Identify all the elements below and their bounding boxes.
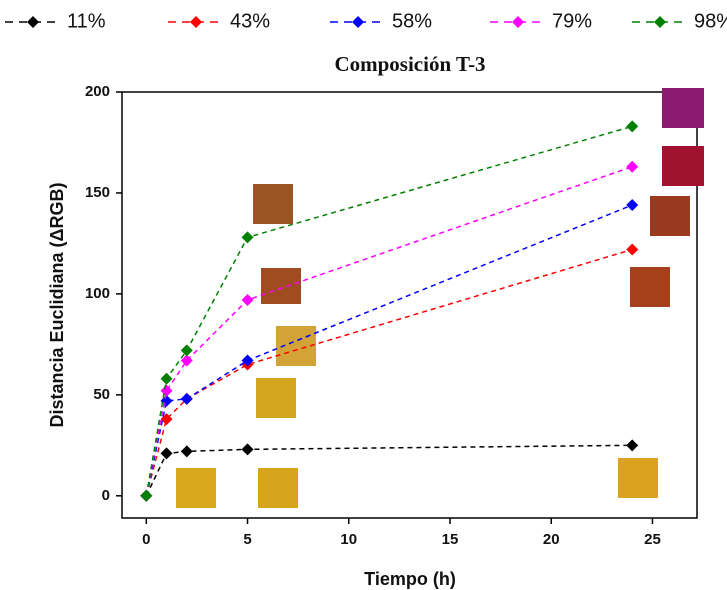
y-axis-label: Distancia Euclidiana (ΔRGB) — [47, 183, 67, 428]
legend-label: 58% — [392, 10, 432, 32]
sample-swatch — [662, 146, 704, 186]
sample-swatch — [662, 88, 704, 128]
x-tick-label: 0 — [142, 531, 150, 548]
legend-label: 11% — [67, 10, 106, 32]
data-point — [180, 354, 193, 367]
sample-swatch — [261, 268, 301, 304]
data-point — [626, 160, 639, 173]
sample-swatch — [618, 458, 658, 498]
data-point — [160, 372, 173, 385]
legend-label: 43% — [230, 10, 270, 32]
y-tick-label: 200 — [85, 83, 110, 100]
plot-frame — [121, 91, 698, 519]
y-tick-label: 150 — [85, 184, 110, 201]
sample-swatch — [256, 378, 296, 418]
x-tick-label: 10 — [340, 531, 357, 548]
legend-label: 79% — [552, 10, 592, 32]
data-point — [160, 447, 173, 460]
data-point — [160, 384, 173, 397]
series-line — [145, 444, 633, 497]
data-point — [180, 344, 193, 357]
x-axis-label: Tiempo (h) — [364, 569, 456, 589]
data-point — [241, 443, 254, 456]
y-tick-label: 50 — [93, 386, 110, 403]
sample-swatch — [630, 267, 670, 307]
sample-swatches — [176, 88, 704, 508]
legend-label: 98% — [694, 10, 727, 32]
y-tick-label: 0 — [102, 487, 110, 504]
series-line — [145, 248, 633, 496]
x-tick-label: 5 — [243, 531, 251, 548]
sample-swatch — [650, 196, 690, 236]
sample-swatch — [258, 468, 298, 508]
legend-marker — [512, 16, 524, 28]
legend-marker — [27, 16, 39, 28]
data-point — [180, 445, 193, 458]
data-point — [241, 293, 254, 306]
legend-marker — [190, 16, 202, 28]
data-point — [241, 231, 254, 244]
series-line — [145, 125, 633, 496]
data-point — [626, 243, 639, 256]
x-tick-label: 15 — [442, 531, 459, 548]
legend-marker — [352, 16, 364, 28]
data-point — [180, 392, 193, 405]
series-line — [145, 165, 633, 496]
data-point — [241, 354, 254, 367]
legend-marker — [654, 16, 666, 28]
sample-swatch — [253, 184, 293, 224]
data-point — [140, 489, 153, 502]
x-tick-label: 20 — [543, 531, 560, 548]
chart-title: Composición T-3 — [334, 52, 485, 76]
data-point — [626, 120, 639, 133]
data-point — [626, 439, 639, 452]
sample-swatch — [176, 468, 216, 508]
y-tick-label: 100 — [85, 285, 110, 302]
series-line — [145, 204, 633, 496]
x-tick-label: 25 — [644, 531, 661, 548]
data-point — [626, 199, 639, 212]
